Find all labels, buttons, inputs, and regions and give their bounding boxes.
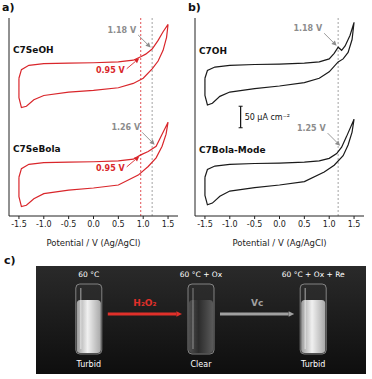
svg-text:Vc: Vc — [251, 298, 263, 308]
svg-text:50 µA cm⁻²: 50 µA cm⁻² — [245, 113, 290, 122]
svg-text:1.5: 1.5 — [162, 220, 175, 229]
svg-text:0.95 V: 0.95 V — [96, 66, 126, 75]
svg-text:-1.0: -1.0 — [36, 220, 52, 229]
svg-text:-1.5: -1.5 — [11, 220, 27, 229]
svg-text:C7OH: C7OH — [199, 46, 227, 56]
svg-text:1.18 V: 1.18 V — [107, 26, 137, 35]
svg-text:60 °C: 60 °C — [78, 270, 99, 279]
svg-text:0.95 V: 0.95 V — [96, 164, 126, 173]
svg-text:1.0: 1.0 — [323, 220, 336, 229]
svg-text:-0.5: -0.5 — [247, 220, 263, 229]
svg-text:60 °C + Ox: 60 °C + Ox — [180, 270, 223, 279]
svg-text:0.5: 0.5 — [112, 220, 125, 229]
svg-text:Turbid: Turbid — [76, 360, 101, 369]
svg-text:C7SeOH: C7SeOH — [13, 45, 54, 55]
svg-text:C7Bola-Mode: C7Bola-Mode — [199, 145, 266, 155]
svg-text:-0.5: -0.5 — [61, 220, 77, 229]
svg-text:a): a) — [2, 1, 14, 14]
svg-text:c): c) — [4, 254, 16, 267]
svg-text:0.5: 0.5 — [298, 220, 311, 229]
svg-text:1.25 V: 1.25 V — [297, 124, 327, 133]
svg-text:Turbid: Turbid — [300, 360, 325, 369]
svg-text:1.18 V: 1.18 V — [293, 24, 323, 33]
svg-text:Potential / V (Ag/AgCl): Potential / V (Ag/AgCl) — [232, 238, 326, 248]
svg-text:C7SeBola: C7SeBola — [13, 144, 61, 154]
svg-text:Clear: Clear — [191, 360, 213, 369]
svg-text:1.0: 1.0 — [137, 220, 150, 229]
svg-text:b): b) — [188, 1, 201, 14]
svg-text:1.26 V: 1.26 V — [111, 123, 141, 132]
svg-text:0.0: 0.0 — [273, 220, 286, 229]
svg-text:-1.0: -1.0 — [222, 220, 238, 229]
svg-text:0.0: 0.0 — [87, 220, 100, 229]
svg-text:-1.5: -1.5 — [197, 220, 213, 229]
svg-text:H₂O₂: H₂O₂ — [133, 298, 156, 308]
svg-text:Potential / V (Ag/AgCl): Potential / V (Ag/AgCl) — [46, 238, 140, 248]
svg-text:1.5: 1.5 — [348, 220, 361, 229]
svg-text:60 °C + Ox + Re: 60 °C + Ox + Re — [282, 270, 345, 279]
